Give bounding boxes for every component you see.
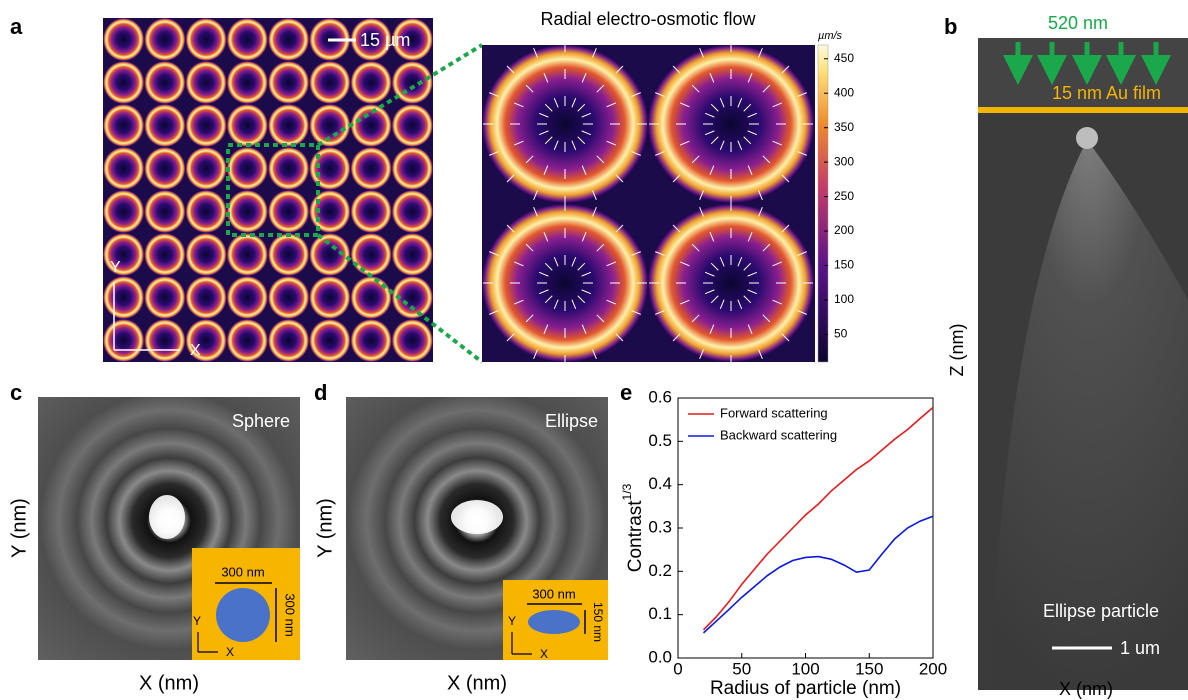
series-line — [704, 516, 934, 633]
legend-label: Forward scattering — [720, 405, 828, 420]
x-tick-label: 0 — [673, 659, 682, 678]
width-label: 300 nm — [532, 586, 575, 601]
panel-letter: b — [944, 14, 957, 39]
x-tick-label: 200 — [919, 659, 947, 678]
colorbar-tick-label: 100 — [834, 292, 854, 306]
y-axis-label: Y (nm) — [8, 498, 30, 558]
colorbar-unit: µm/s — [818, 30, 843, 42]
lattice-image — [103, 18, 433, 362]
y-axis-label: Y (nm) — [314, 498, 336, 558]
inset-y: Y — [508, 614, 516, 628]
panel-letter: d — [314, 380, 327, 405]
inset-y: Y — [193, 614, 201, 628]
x-axis-label: X (nm) — [1059, 679, 1113, 699]
colorbar-tick-label: 400 — [834, 85, 854, 99]
zoom-title: Radial electro-osmotic flow — [540, 9, 756, 29]
x-axis-label: Radius of particle (nm) — [710, 678, 901, 699]
scale-bar-label: 15 µm — [360, 30, 410, 50]
height-label: 150 nm — [591, 602, 605, 642]
particle-label: Ellipse particle — [1043, 601, 1159, 621]
flow-image — [482, 42, 815, 365]
x-tick-label: 50 — [732, 659, 751, 678]
height-label: 300 nm — [283, 593, 298, 636]
colorbar-tick-label: 200 — [834, 223, 854, 237]
y-tick-label: 0.3 — [648, 517, 672, 536]
axis-x-label: X — [190, 342, 201, 359]
scale-bar-label: 1 um — [1120, 638, 1160, 658]
x-axis-label: X (nm) — [447, 672, 507, 694]
colorbar — [818, 45, 828, 362]
wavelength-label: 520 nm — [1048, 13, 1108, 33]
y-tick-label: 0.5 — [648, 431, 672, 450]
panel-letter: a — [10, 14, 23, 39]
colorbar-tick-label: 300 — [834, 154, 854, 168]
shape-label: Ellipse — [545, 411, 598, 431]
axis-y-label: Y — [110, 259, 121, 276]
bright-spot — [149, 495, 185, 539]
shape-label: Sphere — [232, 411, 290, 431]
y-tick-label: 0.1 — [648, 604, 672, 623]
y-axis-label-sup: 1/3 — [620, 483, 634, 500]
panel-letter: e — [620, 380, 632, 405]
particle — [1076, 127, 1098, 149]
width-label: 300 nm — [221, 564, 264, 579]
film-label: 15 nm Au film — [1052, 83, 1161, 103]
line-chart: 0 50 100 150 200 0.0 0.1 0.2 0.3 0.4 0.5 0.6 Radius … — [620, 387, 947, 699]
figure: a 15 µm Y X Radial electro-osmotic flow … — [0, 0, 1188, 700]
colorbar-tick-label: 450 — [834, 51, 854, 65]
particle-shape — [216, 588, 270, 642]
y-axis-label: Contrast1/3 — [620, 483, 646, 572]
inset-x: X — [540, 647, 548, 661]
colorbar-tick-label: 350 — [834, 120, 854, 134]
y-tick-label: 0.4 — [648, 474, 672, 493]
y-axis-label: Z (nm) — [947, 324, 967, 377]
legend-label: Backward scattering — [720, 427, 837, 442]
colorbar-tick-label: 50 — [834, 327, 848, 341]
colorbar-tick-label: 250 — [834, 189, 854, 203]
x-tick-label: 100 — [791, 659, 819, 678]
inset-x: X — [226, 645, 234, 659]
x-tick-label: 150 — [855, 659, 883, 678]
panel-letter: c — [10, 380, 22, 405]
bright-spot — [451, 500, 503, 534]
y-tick-label: 0.2 — [648, 561, 672, 580]
y-axis-label-main: Contrast — [625, 500, 646, 573]
y-tick-label: 0.0 — [648, 647, 672, 666]
particle-shape — [528, 610, 580, 634]
x-axis-label: X (nm) — [139, 672, 199, 694]
y-tick-label: 0.6 — [648, 387, 672, 406]
colorbar-tick-label: 150 — [834, 258, 854, 272]
